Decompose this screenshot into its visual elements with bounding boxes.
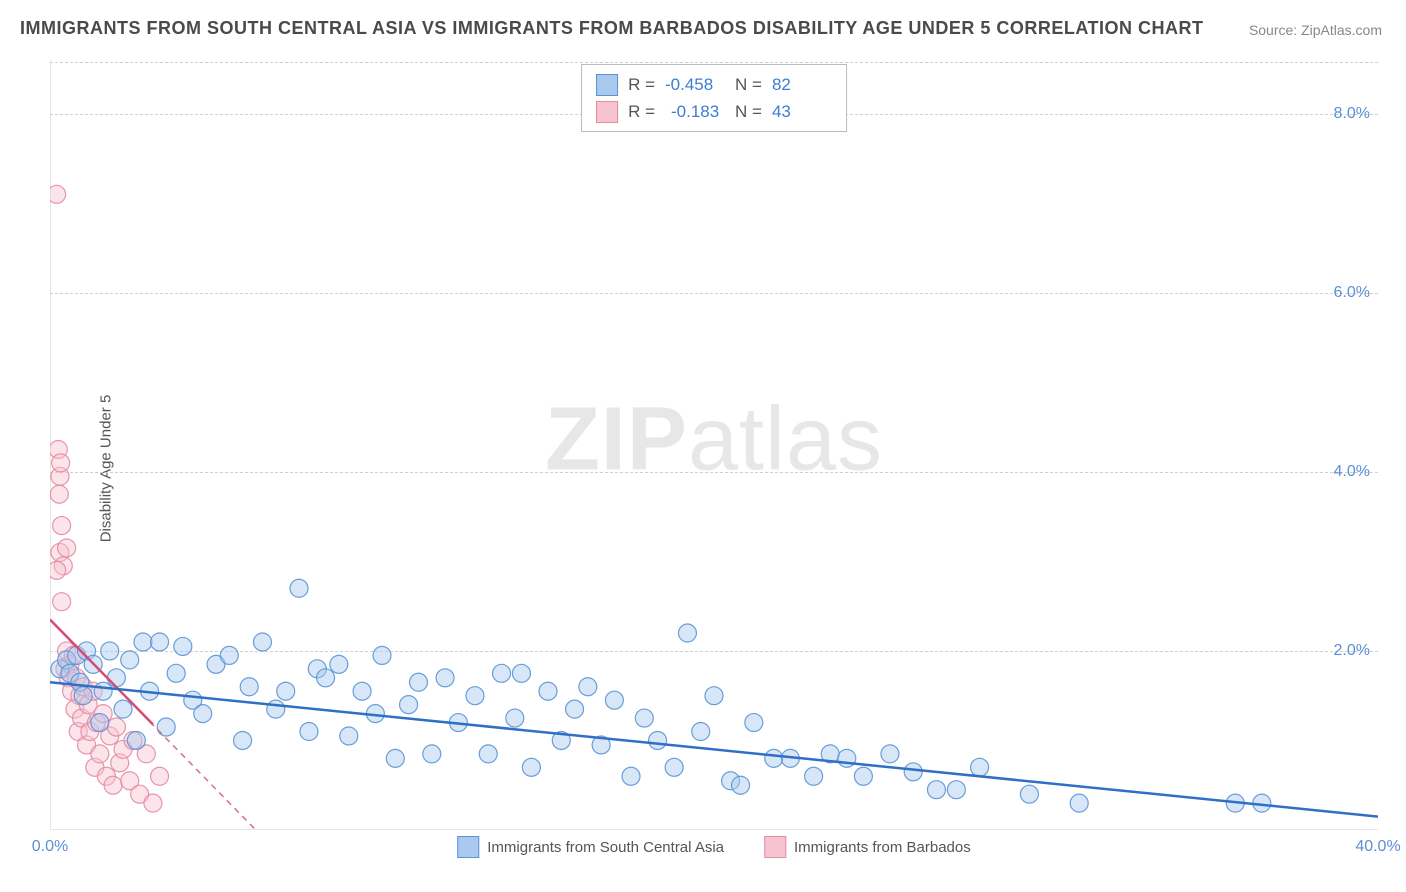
data-point: [765, 749, 783, 767]
data-point: [290, 579, 308, 597]
data-point: [506, 709, 524, 727]
data-point: [317, 669, 335, 687]
data-point: [144, 794, 162, 812]
data-point: [277, 682, 295, 700]
data-point: [151, 767, 169, 785]
data-point: [971, 758, 989, 776]
data-point: [373, 646, 391, 664]
data-point: [121, 651, 139, 669]
data-point: [107, 718, 125, 736]
chart-svg: [50, 60, 1378, 830]
x-tick-label: 40.0%: [1355, 838, 1400, 856]
data-point: [167, 664, 185, 682]
n-label-1: N =: [735, 71, 762, 98]
data-point: [340, 727, 358, 745]
data-point: [692, 723, 710, 741]
data-point: [50, 561, 66, 579]
data-point: [114, 700, 132, 718]
data-point: [220, 646, 238, 664]
data-point: [539, 682, 557, 700]
data-point: [107, 669, 125, 687]
data-point: [174, 637, 192, 655]
correlation-row-1: R = -0.458 N = 82: [596, 71, 832, 98]
data-point: [104, 776, 122, 794]
data-point: [512, 664, 530, 682]
data-point: [927, 781, 945, 799]
data-point: [1070, 794, 1088, 812]
legend-label-1: Immigrants from South Central Asia: [487, 839, 724, 856]
data-point: [52, 454, 70, 472]
data-point: [579, 678, 597, 696]
data-point: [423, 745, 441, 763]
data-point: [330, 655, 348, 673]
data-point: [805, 767, 823, 785]
data-point: [566, 700, 584, 718]
data-point: [53, 517, 71, 535]
data-point: [665, 758, 683, 776]
series-legend: Immigrants from South Central Asia Immig…: [457, 836, 971, 858]
data-point: [745, 714, 763, 732]
source-label: Source: ZipAtlas.com: [1249, 22, 1382, 38]
x-tick-label: 0.0%: [32, 838, 68, 856]
data-point: [400, 696, 418, 714]
data-point: [50, 185, 66, 203]
data-point: [635, 709, 653, 727]
data-point: [127, 731, 145, 749]
r-value-2: -0.183: [665, 98, 725, 125]
data-point: [1020, 785, 1038, 803]
data-point: [234, 731, 252, 749]
n-label-2: N =: [735, 98, 762, 125]
data-point: [101, 642, 119, 660]
r-value-1: -0.458: [665, 71, 725, 98]
data-point: [151, 633, 169, 651]
data-point: [854, 767, 872, 785]
data-point: [94, 682, 112, 700]
swatch-bottom-1: [457, 836, 479, 858]
legend-label-2: Immigrants from Barbados: [794, 839, 971, 856]
correlation-legend: R = -0.458 N = 82 R = -0.183 N = 43: [581, 64, 847, 132]
legend-item-2: Immigrants from Barbados: [764, 836, 971, 858]
data-point: [410, 673, 428, 691]
swatch-series-1: [596, 74, 618, 96]
data-point: [622, 767, 640, 785]
r-label-2: R =: [628, 98, 655, 125]
data-point: [732, 776, 750, 794]
data-point: [194, 705, 212, 723]
data-point: [649, 731, 667, 749]
data-point: [881, 745, 899, 763]
data-point: [240, 678, 258, 696]
data-point: [466, 687, 484, 705]
swatch-series-2: [596, 101, 618, 123]
r-label-1: R =: [628, 71, 655, 98]
data-point: [50, 485, 68, 503]
correlation-row-2: R = -0.183 N = 43: [596, 98, 832, 125]
data-point: [493, 664, 511, 682]
data-point: [53, 593, 71, 611]
data-point: [58, 539, 76, 557]
data-point: [522, 758, 540, 776]
data-point: [300, 723, 318, 741]
data-point: [479, 745, 497, 763]
data-point: [904, 763, 922, 781]
data-point: [91, 714, 109, 732]
data-point: [134, 633, 152, 651]
data-point: [353, 682, 371, 700]
data-point: [436, 669, 454, 687]
swatch-bottom-2: [764, 836, 786, 858]
data-point: [678, 624, 696, 642]
data-point: [74, 687, 92, 705]
n-value-1: 82: [772, 71, 832, 98]
data-point: [267, 700, 285, 718]
data-point: [253, 633, 271, 651]
data-point: [386, 749, 404, 767]
plot-area: Disability Age Under 5 ZIPatlas 2.0%4.0%…: [50, 60, 1378, 830]
data-point: [91, 745, 109, 763]
chart-title: IMMIGRANTS FROM SOUTH CENTRAL ASIA VS IM…: [20, 18, 1204, 39]
data-point: [605, 691, 623, 709]
data-point: [157, 718, 175, 736]
n-value-2: 43: [772, 98, 832, 125]
data-point: [705, 687, 723, 705]
data-point: [947, 781, 965, 799]
legend-item-1: Immigrants from South Central Asia: [457, 836, 724, 858]
